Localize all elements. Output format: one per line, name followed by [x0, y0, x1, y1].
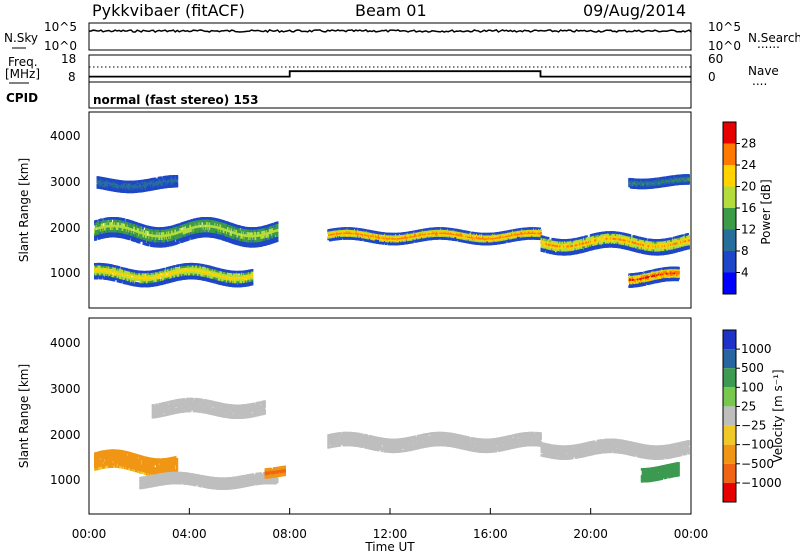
power-cell	[250, 237, 252, 240]
power-cell	[165, 239, 167, 242]
noise-right-tick-top: 10^5	[708, 20, 741, 34]
power-cell	[106, 220, 108, 223]
noise-left-tick-bottom: 10^0	[44, 39, 77, 53]
power-cell	[178, 241, 180, 244]
power-cell	[153, 237, 155, 240]
power-cell	[204, 225, 206, 228]
power-cell	[244, 232, 246, 235]
power-cell	[199, 225, 201, 228]
power-cell	[188, 238, 190, 241]
power-cell	[276, 229, 278, 232]
power-cell	[251, 269, 253, 272]
power-cell	[276, 232, 278, 235]
power-cell	[109, 222, 111, 225]
noise-search-legend: ......	[757, 37, 780, 51]
noise-left-tick-top: 10^5	[44, 20, 77, 34]
power-cell	[276, 237, 278, 240]
noise-right-tick-bottom: 10^0	[708, 39, 741, 53]
freq-tick-bottom: 8	[68, 70, 76, 84]
freq-tick-top: 18	[61, 52, 76, 66]
power-cell	[276, 239, 278, 242]
power-cell	[276, 224, 278, 227]
power-cell	[110, 220, 112, 223]
power-cell	[199, 222, 201, 225]
power-cell	[276, 227, 278, 230]
beam-title: Beam 01	[355, 1, 427, 20]
cpid-text: normal (fast stereo) 153	[93, 93, 259, 107]
power-cell	[95, 238, 97, 241]
power-cell	[123, 218, 125, 221]
noise-sky-label: N.Sky	[4, 31, 38, 45]
power-cell	[96, 220, 98, 223]
power-cell	[117, 222, 119, 225]
nave-legend: ....	[752, 74, 767, 88]
frequency-line	[89, 71, 691, 76]
power-cell	[176, 182, 178, 185]
power-cell	[145, 233, 147, 236]
power-cell	[176, 175, 178, 178]
power-cell	[206, 230, 208, 233]
power-cell	[154, 232, 156, 235]
power-cell	[276, 221, 278, 224]
cpid-label: CPID	[6, 91, 38, 105]
power-cell	[101, 218, 103, 221]
nave-tick-top: 60	[708, 52, 723, 66]
noise-sky-line	[89, 30, 691, 32]
station-title: Pykkvibaer (fitACF)	[92, 1, 245, 20]
power-cell	[276, 234, 278, 237]
nave-tick-bottom: 0	[708, 70, 716, 84]
power-cell	[249, 232, 251, 235]
power-heatmap	[94, 174, 690, 288]
freq-label-line2: [MHz]	[5, 67, 40, 81]
freq-panel-frame	[89, 55, 691, 82]
date-title: 09/Aug/2014	[583, 1, 686, 20]
power-cell	[203, 230, 205, 233]
noise-panel-frame	[89, 23, 691, 50]
